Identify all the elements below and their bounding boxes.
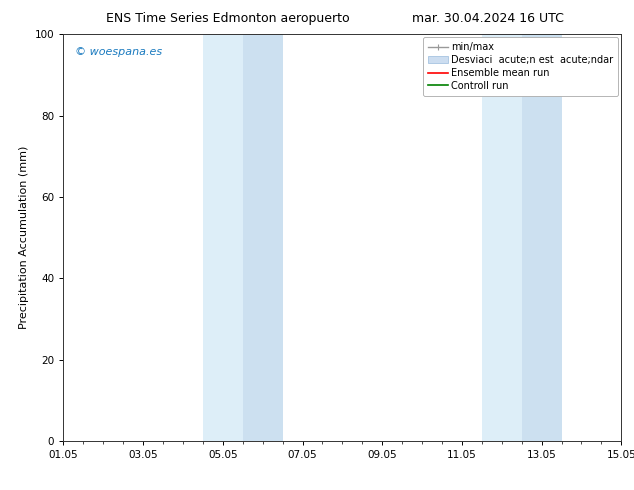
Bar xyxy=(243,34,283,441)
Bar xyxy=(482,34,522,441)
Legend: min/max, Desviaci  acute;n est  acute;ndar, Ensemble mean run, Controll run: min/max, Desviaci acute;n est acute;ndar… xyxy=(424,37,618,96)
Y-axis label: Precipitation Accumulation (mm): Precipitation Accumulation (mm) xyxy=(19,146,29,329)
Text: ENS Time Series Edmonton aeropuerto: ENS Time Series Edmonton aeropuerto xyxy=(107,12,350,25)
Bar xyxy=(522,34,562,441)
Bar xyxy=(203,34,243,441)
Text: © woespana.es: © woespana.es xyxy=(75,47,162,56)
Text: mar. 30.04.2024 16 UTC: mar. 30.04.2024 16 UTC xyxy=(412,12,564,25)
